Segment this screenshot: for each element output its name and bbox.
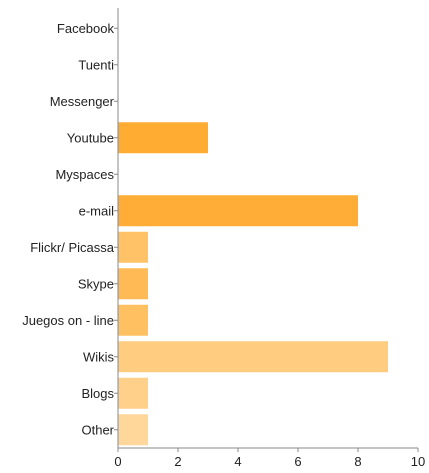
category-label: Skype xyxy=(78,276,114,291)
x-tick-label: 10 xyxy=(411,454,425,469)
bar-blogs xyxy=(118,377,148,409)
bar-skype xyxy=(118,268,148,300)
x-tick-label: 4 xyxy=(234,454,241,469)
bar-wikis xyxy=(118,341,388,373)
category-label: Wikis xyxy=(83,349,115,364)
bar-flickr-picassa xyxy=(118,231,148,263)
bar-e-mail xyxy=(118,195,358,227)
category-label: Myspaces xyxy=(55,167,114,182)
x-tick-label: 2 xyxy=(174,454,181,469)
category-label: Juegos on - line xyxy=(22,313,114,328)
category-label: Tuenti xyxy=(78,57,114,72)
x-tick-label: 8 xyxy=(354,454,361,469)
category-label: Youtube xyxy=(67,130,114,145)
category-label: Other xyxy=(81,422,114,437)
category-label: Flickr/ Picassa xyxy=(30,240,115,255)
x-axis-ticks: 0 2 4 6 8 10 xyxy=(114,448,425,469)
bar-juegos-on-line xyxy=(118,304,148,336)
category-label: Messenger xyxy=(50,94,115,109)
x-tick-label: 6 xyxy=(294,454,301,469)
category-label: e-mail xyxy=(79,203,115,218)
category-label: Blogs xyxy=(81,386,114,401)
category-labels: Facebook Tuenti Messenger Youtube Myspaces e-… xyxy=(22,21,118,437)
bar-youtube xyxy=(118,122,208,154)
bar-other xyxy=(118,414,148,446)
bars-group xyxy=(118,122,388,446)
category-label: Facebook xyxy=(57,21,115,36)
x-tick-label: 0 xyxy=(114,454,121,469)
